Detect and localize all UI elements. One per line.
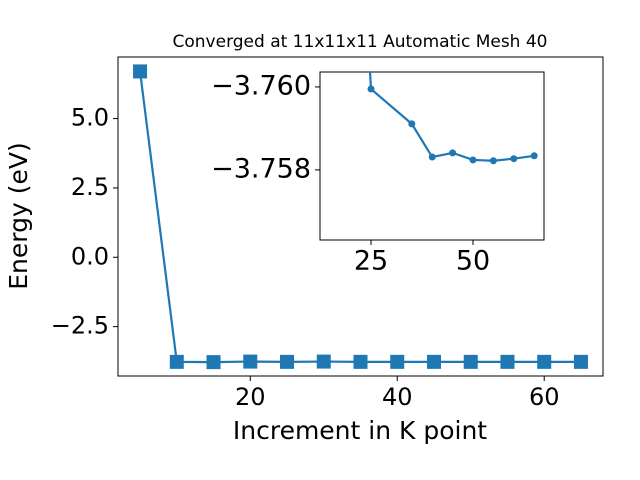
x-tick-label: 60 [529,383,560,411]
marker [469,156,477,164]
marker [133,64,148,79]
marker [206,355,221,370]
y-axis-label: Energy (eV) [4,142,33,289]
x-tick-label: 25 [354,246,388,277]
marker [243,354,258,369]
marker [367,85,375,93]
plot-content [133,64,588,370]
marker [428,153,436,161]
x-axis-label: Increment in K point [233,416,487,445]
marker [573,354,588,369]
marker [408,120,416,128]
x-tick-label: 20 [235,383,266,411]
marker [500,354,515,369]
marker [353,354,368,369]
chart-title: Converged at 11x11x11 Automatic Mesh 40 [173,32,548,52]
marker [530,152,538,160]
marker [537,354,552,369]
y-tick-label: −2.5 [51,312,109,340]
y-tick-label: 5.0 [71,104,109,132]
y-tick-label: 2.5 [71,173,109,201]
y-tick-label: −3.758 [211,153,311,184]
marker [426,354,441,369]
y-tick-label: −3.760 [211,70,311,101]
x-tick-label: 40 [382,383,413,411]
marker [449,149,457,157]
marker [316,354,331,369]
marker [510,155,518,163]
marker [169,354,184,369]
marker [463,354,478,369]
y-tick-label: 0.0 [71,242,109,270]
x-tick-label: 50 [456,246,490,277]
marker [280,354,295,369]
marker [489,157,497,165]
plot-content [367,72,538,165]
marker [390,354,405,369]
